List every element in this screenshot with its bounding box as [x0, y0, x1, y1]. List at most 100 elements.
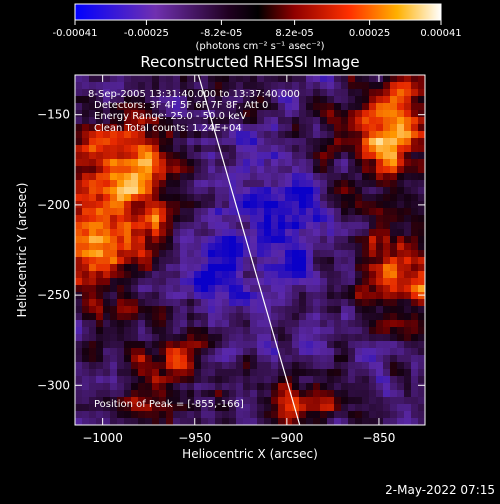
heatmap-cell [166, 187, 174, 195]
heatmap-cell [138, 397, 146, 405]
heatmap-cell [362, 278, 370, 286]
heatmap-cell [411, 201, 419, 209]
heatmap-cell [103, 124, 111, 132]
heatmap-cell [411, 215, 419, 223]
heatmap-cell [397, 131, 405, 139]
heatmap-cell [320, 243, 328, 251]
heatmap-cell [348, 397, 356, 405]
heatmap-cell [299, 411, 307, 419]
heatmap-cell [173, 208, 181, 216]
heatmap-cell [362, 82, 370, 90]
heatmap-cell [152, 75, 160, 83]
heatmap-cell [110, 138, 118, 146]
heatmap-cell [152, 145, 160, 153]
heatmap-cell [117, 257, 125, 265]
heatmap-cell [103, 278, 111, 286]
heatmap-cell [75, 208, 83, 216]
heatmap-cell [250, 257, 258, 265]
heatmap-cell [131, 418, 139, 425]
heatmap-cell [390, 355, 398, 363]
heatmap-cell [390, 341, 398, 349]
heatmap-cell [278, 124, 286, 132]
heatmap-cell [355, 117, 363, 125]
heatmap-cell [327, 208, 335, 216]
heatmap-cell [348, 131, 356, 139]
heatmap-cell [180, 369, 188, 377]
heatmap-cell [82, 264, 90, 272]
heatmap-cell [215, 348, 223, 356]
heatmap-cell [166, 96, 174, 104]
heatmap-cell [411, 404, 419, 412]
heatmap-cell [271, 355, 279, 363]
heatmap-cell [383, 159, 391, 167]
heatmap-cell [187, 208, 195, 216]
heatmap-cell [152, 152, 160, 160]
heatmap-cell [236, 292, 244, 300]
heatmap-cell [341, 376, 349, 384]
heatmap-cell [187, 306, 195, 314]
heatmap-cell [222, 82, 230, 90]
heatmap-cell [201, 299, 209, 307]
heatmap-cell [117, 89, 125, 97]
heatmap-cell [75, 390, 83, 398]
heatmap-cell [376, 334, 384, 342]
heatmap-cell [75, 103, 83, 111]
heatmap-cell [250, 215, 258, 223]
heatmap-cell [194, 341, 202, 349]
heatmap-cell [313, 124, 321, 132]
heatmap-cell [327, 411, 335, 419]
heatmap-cell [285, 348, 293, 356]
heatmap-cell [117, 229, 125, 237]
heatmap-cell [159, 96, 167, 104]
heatmap-cell [208, 215, 216, 223]
heatmap-cell [243, 152, 251, 160]
heatmap-cell [173, 341, 181, 349]
heatmap-cell [327, 145, 335, 153]
heatmap-cell [187, 103, 195, 111]
heatmap-cell [103, 404, 111, 412]
heatmap-cell [187, 404, 195, 412]
heatmap-cell [124, 348, 132, 356]
heatmap-cell [362, 131, 370, 139]
heatmap-cell [292, 145, 300, 153]
heatmap-cell [194, 306, 202, 314]
heatmap-cell [376, 117, 384, 125]
heatmap-cell [376, 166, 384, 174]
heatmap-cell [152, 159, 160, 167]
heatmap-cell [103, 166, 111, 174]
heatmap-cell [208, 327, 216, 335]
heatmap-cell [348, 271, 356, 279]
heatmap-cell [257, 271, 265, 279]
heatmap-cell [82, 320, 90, 328]
heatmap-cell [208, 82, 216, 90]
heatmap-cell [124, 299, 132, 307]
heatmap-cell [369, 236, 377, 244]
heatmap-cell [110, 117, 118, 125]
heatmap-cell [257, 418, 265, 425]
heatmap-cell [271, 173, 279, 181]
heatmap-cell [75, 82, 83, 90]
heatmap-cell [173, 292, 181, 300]
heatmap-cell [341, 411, 349, 419]
heatmap-cell [215, 383, 223, 391]
heatmap-cell [271, 404, 279, 412]
heatmap-cell [180, 313, 188, 321]
heatmap-cell [418, 362, 425, 370]
heatmap-cell [89, 390, 97, 398]
heatmap-cell [341, 313, 349, 321]
heatmap-cell [131, 187, 139, 195]
heatmap-cell [145, 320, 153, 328]
x-tick-label: −900 [270, 431, 303, 445]
heatmap-cell [159, 292, 167, 300]
heatmap-cell [208, 75, 216, 83]
heatmap-cell [376, 390, 384, 398]
heatmap-cell [194, 124, 202, 132]
heatmap-cell [348, 152, 356, 160]
heatmap-cell [124, 257, 132, 265]
heatmap-cell [390, 180, 398, 188]
heatmap-cell [243, 341, 251, 349]
heatmap-cell [110, 313, 118, 321]
heatmap-cell [404, 306, 412, 314]
heatmap-cell [292, 320, 300, 328]
heatmap-cell [145, 383, 153, 391]
